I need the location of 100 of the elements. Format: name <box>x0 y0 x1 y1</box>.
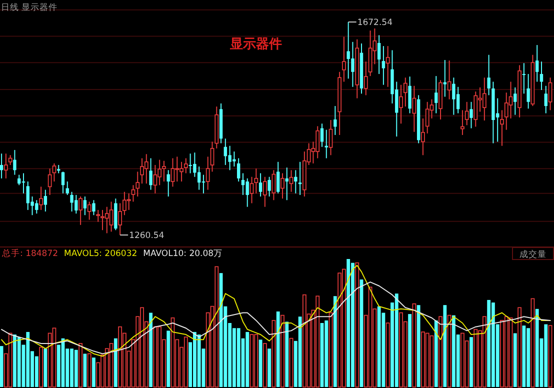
bar <box>0 346 4 387</box>
bar <box>443 305 447 387</box>
bar <box>44 348 48 387</box>
bar <box>377 306 381 387</box>
annotation: 1260.54 <box>129 231 164 241</box>
bar <box>74 350 78 387</box>
candlestick <box>78 196 83 226</box>
candlestick <box>241 172 245 196</box>
candlestick <box>540 61 544 91</box>
candlestick <box>136 171 140 198</box>
candlestick <box>166 170 170 198</box>
bar <box>285 322 289 387</box>
candlestick <box>399 84 403 124</box>
legend: 总手: 184872 MAVOL5: 206032 MAVOL10: 20.08万 <box>2 249 223 259</box>
candlestick <box>434 76 438 114</box>
candlestick <box>144 154 148 184</box>
candlestick <box>109 201 114 232</box>
candlestick <box>272 170 276 201</box>
candlestick <box>514 86 517 116</box>
bar <box>333 296 337 387</box>
bar <box>535 308 539 387</box>
bar <box>26 332 30 387</box>
candlestick <box>421 118 425 156</box>
bar <box>513 333 517 387</box>
candlestick <box>149 158 152 190</box>
candlestick <box>408 76 412 114</box>
bar <box>487 300 491 387</box>
candlestick <box>464 101 469 126</box>
candlestick <box>386 46 390 88</box>
candlestick <box>66 181 69 196</box>
candlestick <box>482 77 486 122</box>
bar <box>246 332 250 387</box>
bar <box>324 320 328 387</box>
bar <box>149 312 152 387</box>
candlestick <box>452 77 456 116</box>
candlestick <box>316 126 320 159</box>
candlestick <box>170 158 175 188</box>
bar <box>346 259 350 387</box>
bar <box>276 311 280 387</box>
candlestick <box>536 44 539 82</box>
candlestick <box>184 158 188 174</box>
candlestick <box>447 60 452 100</box>
bar <box>17 337 21 387</box>
candlestick <box>470 101 473 129</box>
candlestick <box>276 161 280 194</box>
candlestick <box>13 149 16 176</box>
candlestick <box>456 86 460 114</box>
candlestick <box>175 156 180 182</box>
candlestick <box>382 46 386 86</box>
bar <box>544 324 548 387</box>
bar <box>522 326 526 387</box>
bar <box>268 348 272 387</box>
candlestick <box>298 161 302 196</box>
candlestick <box>500 110 504 146</box>
candlestick <box>280 172 284 200</box>
candlestick <box>285 167 288 201</box>
candlestick <box>544 85 548 114</box>
candlestick <box>294 170 298 194</box>
candlestick <box>87 201 92 220</box>
candlestick <box>83 196 87 216</box>
bar <box>83 354 87 387</box>
bar <box>197 334 201 387</box>
candlestick <box>289 170 294 192</box>
candlestick <box>202 174 206 194</box>
candlestick <box>320 123 324 148</box>
candlestick <box>246 178 249 208</box>
candlestick <box>224 138 228 166</box>
candlestick <box>153 164 158 194</box>
annotation: 1672.54 <box>357 18 392 28</box>
candlestick <box>474 91 478 128</box>
candlestick <box>4 153 8 179</box>
candlestick <box>412 85 416 132</box>
text: 显示器件 <box>229 37 282 52</box>
candlestick <box>522 62 526 94</box>
bar <box>166 330 170 387</box>
candlestick <box>250 176 254 204</box>
candlestick <box>61 171 65 194</box>
candlestick <box>368 30 372 77</box>
bar <box>92 358 96 387</box>
text: 日线 显示器件 <box>1 2 58 13</box>
candlestick <box>526 73 530 110</box>
bar <box>236 328 240 387</box>
candlestick <box>364 61 368 96</box>
candlestick <box>236 158 240 182</box>
bar <box>416 305 420 387</box>
candlestick <box>342 36 346 82</box>
candlestick <box>334 106 337 136</box>
candlestick <box>377 34 381 74</box>
bar <box>408 314 412 387</box>
candlestick <box>262 176 267 208</box>
candlestick <box>487 54 490 96</box>
candlestick <box>268 176 271 198</box>
candlestick <box>443 60 447 98</box>
candlestick <box>131 184 136 202</box>
candlestick <box>403 77 408 108</box>
annotation: 成交量 <box>520 249 546 260</box>
candlestick <box>258 172 262 198</box>
candlestick <box>425 101 430 134</box>
bar <box>434 320 438 387</box>
candlestick <box>328 119 333 156</box>
